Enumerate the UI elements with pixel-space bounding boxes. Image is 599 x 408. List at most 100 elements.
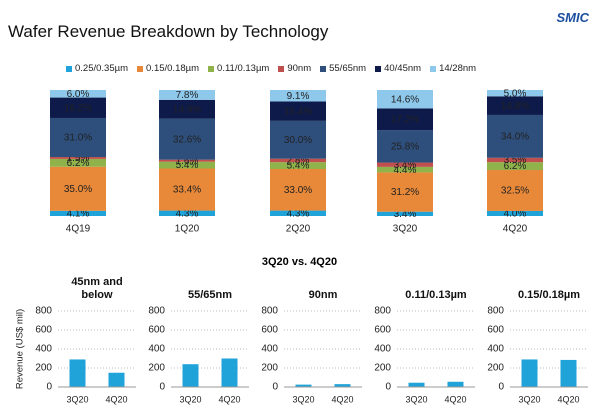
bar-segment	[377, 172, 433, 212]
y-tick-label: 600	[35, 325, 52, 336]
y-tick-label: 0	[498, 382, 504, 393]
bar-segment	[270, 120, 326, 159]
slide-title: Wafer Revenue Breakdown by Technology	[8, 22, 329, 41]
bar-segment	[487, 157, 543, 163]
x-tick-label: 4Q20	[503, 224, 528, 235]
logo: SMIC	[556, 10, 590, 25]
y-tick-label: 800	[487, 306, 504, 317]
data-label: 4.3%	[176, 208, 199, 219]
legend-swatch	[375, 65, 382, 72]
data-label: 4.3%	[287, 208, 310, 219]
bar-segment	[159, 90, 215, 100]
data-label: 33.0%	[284, 185, 312, 196]
y-tick-label: 800	[35, 306, 52, 317]
x-tick-label: 1Q20	[175, 224, 200, 235]
legend-item: 90nm	[278, 63, 311, 74]
data-label: 25.8%	[391, 141, 419, 152]
y-tick-label: 200	[261, 363, 278, 374]
legend-label: 0.15/0.18µm	[146, 63, 200, 74]
y-tick-label: 400	[148, 344, 165, 355]
data-label: 3.5%	[504, 155, 527, 166]
legend-label: 14/28nm	[439, 63, 477, 74]
bar-segment	[487, 170, 543, 211]
chart-title: 55/65nm	[187, 289, 233, 301]
x-tick-label: 3Q20	[66, 394, 88, 404]
bar-segment	[159, 99, 215, 119]
data-label: 35.0%	[64, 184, 92, 195]
bar-segment	[159, 168, 215, 211]
y-tick-label: 400	[261, 344, 278, 355]
x-tick-label: 3Q20	[179, 394, 201, 404]
legend-swatch	[430, 65, 437, 72]
x-tick-label: 4Q20	[331, 394, 353, 404]
legend-label: 90nm	[287, 63, 312, 74]
data-label: 16.2%	[64, 103, 92, 114]
data-label: 17.2%	[391, 114, 419, 125]
legend-item: 14/28nm	[430, 63, 476, 74]
bar	[295, 384, 312, 387]
bar-segment	[487, 96, 543, 115]
bar-segment	[159, 161, 215, 169]
y-tick-label: 400	[487, 344, 504, 355]
bar	[182, 364, 199, 387]
data-label: 5.0%	[504, 88, 527, 99]
chart-title: 0.15/0.18µm	[518, 289, 580, 301]
data-label: 30.0%	[284, 135, 312, 146]
bar-segment	[50, 166, 106, 211]
legend-label: 0.25/0.35µm	[75, 63, 129, 74]
legend-swatch	[320, 65, 327, 72]
data-label: 4.4%	[394, 165, 417, 176]
x-tick-label: 3Q20	[393, 224, 418, 235]
x-tick-label: 3Q20	[405, 394, 427, 404]
data-label: 14.9%	[173, 104, 201, 115]
data-label: 6.2%	[504, 161, 527, 172]
legend-swatch	[66, 65, 72, 72]
data-label: 4.1%	[67, 209, 90, 220]
data-label: 9.1%	[287, 91, 310, 102]
y-tick-label: 200	[487, 363, 504, 374]
bar-segment	[487, 90, 543, 97]
bar	[334, 384, 351, 387]
bar	[69, 359, 86, 387]
data-label: 31.2%	[391, 187, 419, 198]
data-label: 14.8%	[501, 101, 529, 112]
data-label: 33.4%	[173, 185, 201, 196]
legend: 0.25/0.35µm 0.15/0.18µm 0.11/0.13µm 90nm 55/…	[66, 63, 586, 74]
data-label: 6.2%	[67, 158, 90, 169]
y-tick-label: 0	[159, 382, 165, 393]
legend-label: 0.11/0.13µm	[217, 63, 270, 74]
y-tick-label: 800	[261, 306, 278, 317]
bar	[447, 381, 464, 387]
data-label: 34.0%	[501, 132, 529, 143]
bar-segment	[270, 210, 326, 216]
bar-segment	[50, 157, 106, 159]
legend-item: 0.11/0.13µm	[208, 63, 269, 74]
bar-segment	[159, 210, 215, 216]
bar-segment	[377, 108, 433, 131]
bar-segment	[159, 159, 215, 162]
y-tick-label: 400	[35, 344, 52, 355]
y-tick-label: 200	[374, 363, 391, 374]
bar-segment	[377, 162, 433, 167]
y-tick-label: 0	[46, 382, 52, 393]
x-tick-label: 4Q20	[218, 394, 240, 404]
legend-item: 55/65nm	[320, 63, 366, 74]
bar-segment	[270, 169, 326, 211]
x-tick-label: 3Q20	[292, 394, 314, 404]
bar-segment	[487, 210, 543, 216]
bar-segment	[377, 166, 433, 173]
bar-segment	[50, 117, 106, 158]
y-axis-label: Revenue (US$ mil)	[15, 309, 26, 389]
x-tick-label: 4Q19	[66, 224, 91, 235]
bar-segment	[50, 90, 106, 98]
bar-segment	[50, 97, 106, 118]
y-tick-label: 800	[374, 306, 391, 317]
x-tick-label: 3Q20	[518, 394, 540, 404]
y-tick-label: 600	[374, 325, 391, 336]
data-label: 15.4%	[284, 106, 312, 117]
legend-swatch	[208, 65, 215, 72]
data-label: 5.4%	[287, 161, 310, 172]
data-label: 1.5%	[67, 153, 90, 164]
legend-swatch	[137, 65, 144, 72]
data-label: 3.4%	[394, 209, 417, 220]
